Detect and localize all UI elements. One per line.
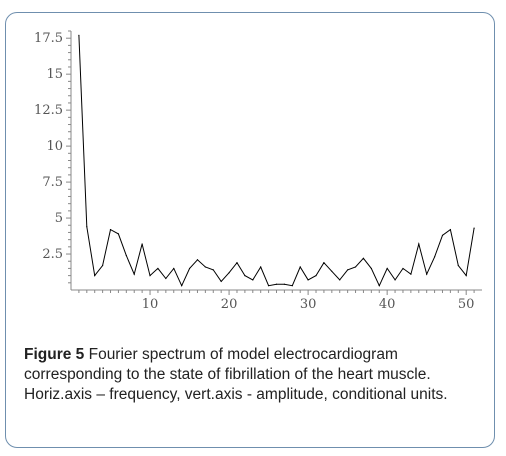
fourier-spectrum-chart: 10 20 30 40 50 2.5 5 7.5 10 12.5 15 17.5 [34,30,482,312]
x-tick-label: 50 [458,297,475,312]
x-tick-label: 20 [221,297,238,312]
y-tick-label: 7.5 [42,175,63,190]
data-point [386,267,388,270]
spectrum-line [78,35,475,287]
data-point [181,285,183,287]
data-point [331,270,333,272]
data-point [433,256,436,258]
data-point [418,243,420,245]
data-point [133,273,135,275]
data-point [196,259,199,261]
figure-caption-text: Fourier spectrum of model electrocardiog… [24,346,448,403]
series-layer [78,34,475,287]
data-point [125,254,127,257]
data-point [362,257,365,259]
data-point [283,283,286,285]
figure-caption: Figure 5 Fourier spectrum of model elect… [24,345,486,405]
data-point [449,228,451,231]
data-point [102,264,104,267]
x-tick-label: 40 [379,297,396,312]
data-point [157,267,159,270]
figure-label: Figure 5 [24,346,85,363]
y-tick-label: 12.5 [34,103,63,118]
data-point [212,269,214,271]
data-point [315,275,317,277]
data-point [394,279,396,281]
y-tick-label: 15 [46,67,63,82]
data-point [378,285,380,287]
ticks: 10 20 30 40 50 2.5 5 7.5 10 12.5 15 17.5 [34,30,475,312]
figure-card: 10 20 30 40 50 2.5 5 7.5 10 12.5 15 17.5 Figure 5 F… [5,12,495,448]
data-point [307,279,309,281]
data-point [267,285,270,287]
data-point [78,34,80,36]
data-point [465,275,467,277]
x-tick-label: 10 [142,297,159,312]
data-point [323,262,325,264]
data-point [236,262,238,264]
data-point [402,267,404,270]
data-point [165,277,167,280]
y-tick-label: 10 [46,139,63,154]
data-point [117,233,120,235]
data-point [275,283,278,285]
data-point [252,279,254,281]
data-point [86,226,88,228]
y-tick-label: 2.5 [42,247,63,262]
data-point [260,266,262,268]
data-point [173,267,175,270]
data-point [228,272,230,274]
data-point [354,266,357,268]
data-point [109,228,112,231]
y-tick-label: 5 [55,211,63,226]
data-point [339,279,341,281]
data-point [244,275,246,277]
data-point [370,267,372,270]
data-point [149,275,151,277]
data-point [188,267,191,270]
x-tick-label: 30 [300,297,317,312]
data-point [299,266,301,268]
y-tick-label: 17.5 [34,31,63,46]
data-point [291,285,293,287]
data-point [204,266,206,268]
data-point [347,269,349,271]
data-point [410,273,412,275]
data-point [426,273,428,275]
data-point [457,264,459,267]
data-point [94,275,96,277]
data-point [441,234,444,236]
data-point [473,227,475,229]
data-point [141,243,143,245]
data-point [220,280,222,282]
